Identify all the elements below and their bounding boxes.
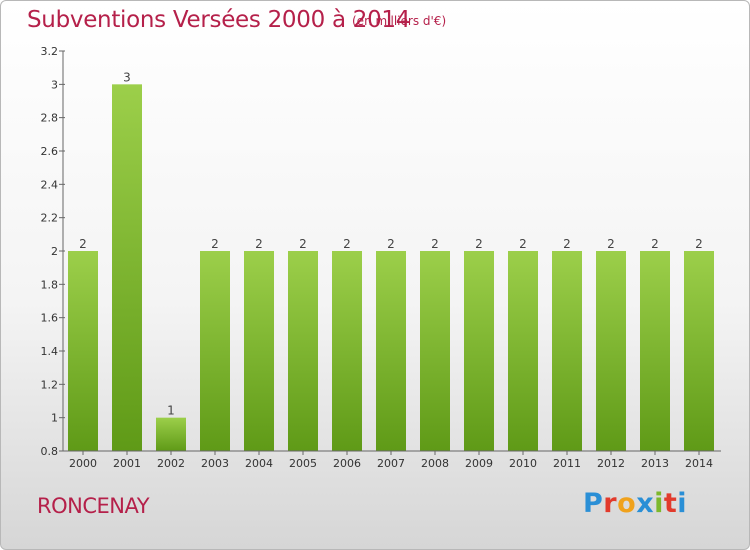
data-label-2012: 2 [607, 237, 615, 251]
data-label-2009: 2 [475, 237, 483, 251]
x-tick-label-2004: 2004 [245, 457, 273, 470]
axes-group: 0.8 1 1.2 1.4 1.6 1.8 2 2.2 2.4 2.6 2.8 3 3.2 2000 200… [41, 45, 721, 470]
bar-2001 [112, 84, 142, 451]
x-tick-label-2006: 2006 [333, 457, 361, 470]
data-label-2006: 2 [343, 237, 351, 251]
proxiti-logo[interactable]: Proxiti [583, 488, 688, 519]
y-tick-label-2.2: 2.2 [41, 212, 59, 225]
x-tick-label-2001: 2001 [113, 457, 141, 470]
y-tick-label-1: 1 [51, 412, 58, 425]
x-tick-label-2010: 2010 [509, 457, 537, 470]
bar-2006 [332, 251, 362, 451]
data-label-2010: 2 [519, 237, 527, 251]
data-label-2000: 2 [79, 237, 87, 251]
bar-2004 [244, 251, 274, 451]
x-tick-label-2000: 2000 [69, 457, 97, 470]
data-label-2005: 2 [299, 237, 307, 251]
bar-2011 [552, 251, 582, 451]
bar-2010 [508, 251, 538, 451]
x-tick-label-2002: 2002 [157, 457, 185, 470]
x-tick-label-2012: 2012 [597, 457, 625, 470]
bar-2009 [464, 251, 494, 451]
y-tick-label-2.4: 2.4 [41, 178, 59, 191]
bar-2008 [420, 251, 450, 451]
bar-2005 [288, 251, 318, 451]
x-tick-label-2003: 2003 [201, 457, 229, 470]
x-tick-label-2007: 2007 [377, 457, 405, 470]
y-tick-label-3: 3 [51, 78, 58, 91]
data-label-2003: 2 [211, 237, 219, 251]
x-tick-label-2005: 2005 [289, 457, 317, 470]
data-label-2007: 2 [387, 237, 395, 251]
x-tick-label-2013: 2013 [641, 457, 669, 470]
y-tick-label-1.4: 1.4 [41, 345, 59, 358]
y-tick-label-1.2: 1.2 [41, 378, 59, 391]
x-tick-label-2008: 2008 [421, 457, 449, 470]
data-label-2014: 2 [695, 237, 703, 251]
data-label-2002: 1 [167, 404, 175, 418]
y-tick-label-0.8: 0.8 [41, 445, 59, 458]
data-label-2008: 2 [431, 237, 439, 251]
y-tick-label-1.6: 1.6 [41, 312, 59, 325]
bar-2002 [156, 417, 186, 451]
bar-2012 [596, 251, 626, 451]
bars-group: 2 3 1 2 2 2 2 2 2 2 2 2 2 2 2 [68, 70, 714, 451]
data-label-2001: 3 [123, 70, 131, 84]
unit-label: (en milliers d'€) [352, 14, 447, 28]
data-label-2011: 2 [563, 237, 571, 251]
bar-2013 [640, 251, 670, 451]
commune-name: RONCENAY [37, 494, 150, 518]
data-label-2004: 2 [255, 237, 263, 251]
bar-2007 [376, 251, 406, 451]
x-tick-label-2014: 2014 [685, 457, 713, 470]
x-tick-label-2011: 2011 [553, 457, 581, 470]
bar-2003 [200, 251, 230, 451]
bar-2014 [684, 251, 714, 451]
bar-2000 [68, 251, 98, 451]
y-tick-label-3.2: 3.2 [41, 45, 59, 58]
x-tick-label-2009: 2009 [465, 457, 493, 470]
y-tick-label-2.8: 2.8 [41, 112, 59, 125]
y-tick-label-1.8: 1.8 [41, 278, 59, 291]
chart-title: Subventions Versées 2000 à 2014 [27, 7, 411, 33]
data-label-2013: 2 [651, 237, 659, 251]
y-tick-label-2: 2 [51, 245, 58, 258]
y-tick-label-2.6: 2.6 [41, 145, 59, 158]
